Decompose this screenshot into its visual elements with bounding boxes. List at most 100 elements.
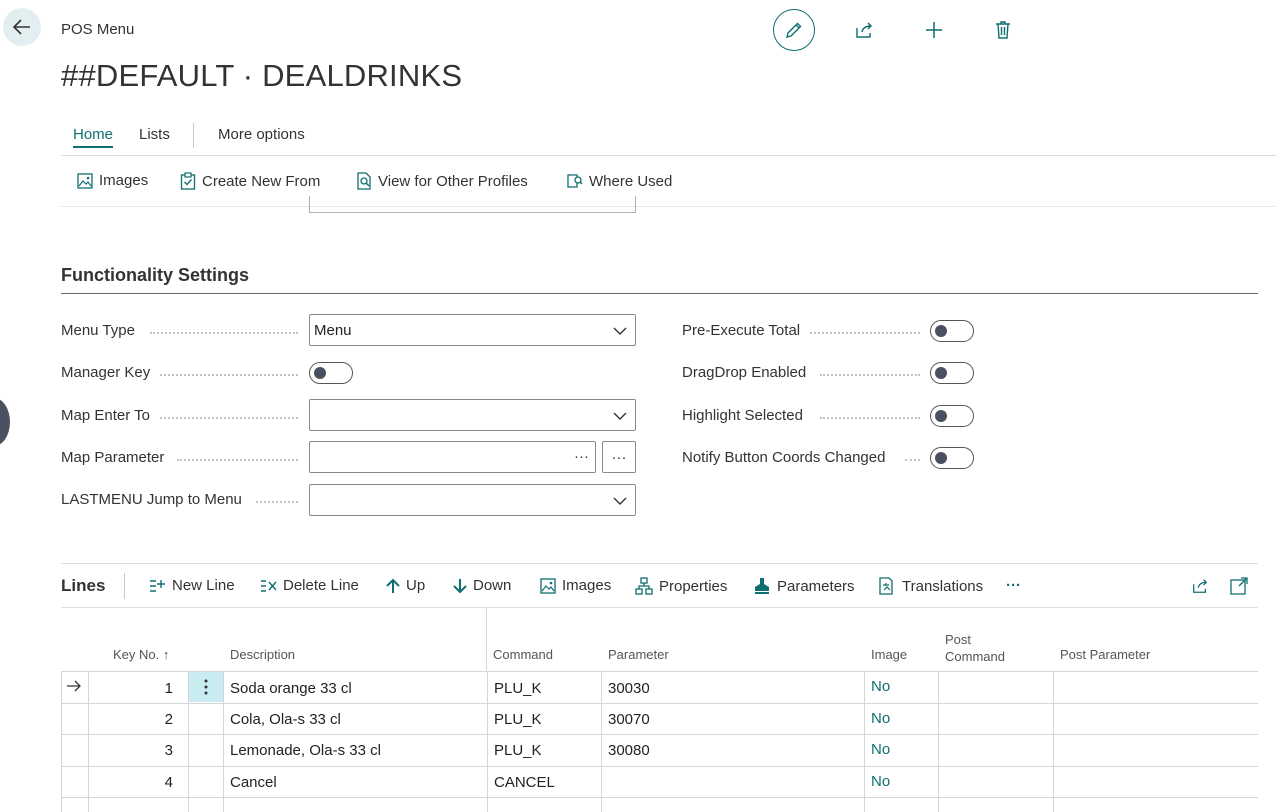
map-enter-to-select[interactable] [309, 399, 636, 431]
parameters-action[interactable]: Parameters [753, 577, 855, 595]
arrow-up-icon [386, 578, 400, 593]
delete-line-icon [261, 579, 277, 592]
highlight-selected-label: Highlight Selected [682, 407, 803, 424]
partial-field-above[interactable] [309, 196, 636, 213]
row-parameter[interactable]: 30080 [608, 742, 650, 759]
row-parameter[interactable]: 30030 [608, 680, 650, 697]
manager-key-label: Manager Key [61, 364, 151, 381]
col-post-parameter[interactable]: Post Parameter [1060, 647, 1151, 662]
view-other-profiles-action[interactable]: View for Other Profiles [356, 172, 528, 190]
sort-ascending-icon: ↑ [162, 647, 170, 662]
lastmenu-jump-leader [256, 501, 298, 503]
delete-button[interactable] [985, 12, 1021, 48]
row-actions-button[interactable] [189, 672, 223, 702]
map-parameter-inline-lookup[interactable]: ··· [574, 448, 589, 465]
row-key-no[interactable]: 3 [164, 742, 173, 759]
section-title: Functionality Settings [61, 265, 250, 285]
row-key-no[interactable]: 2 [164, 711, 173, 728]
lines-expand-button[interactable] [1230, 577, 1248, 600]
lastmenu-jump-label: LASTMENU Jump to Menu [61, 491, 242, 508]
section-divider [61, 293, 1258, 294]
properties-action[interactable]: Properties [635, 577, 727, 595]
col-post-command[interactable]: Post Command [945, 631, 1005, 665]
lastmenu-jump-select[interactable] [309, 484, 636, 516]
arrow-right-icon [67, 680, 81, 692]
view-other-profiles-label: View for Other Profiles [378, 172, 528, 190]
col-key-no[interactable]: Key No. ↑ [113, 647, 169, 662]
lines-toolbar-divider [61, 607, 1258, 608]
row-description[interactable]: Soda orange 33 cl [230, 680, 352, 697]
back-button[interactable] [3, 8, 41, 46]
side-panel-handle[interactable] [0, 398, 10, 446]
row-image-link[interactable]: No [871, 741, 891, 758]
row-command[interactable]: PLU_K [494, 680, 542, 697]
col-description[interactable]: Description [230, 647, 296, 662]
row-parameter[interactable]: 30070 [608, 711, 650, 728]
plus-icon [926, 22, 942, 38]
document-search-icon [357, 172, 371, 190]
col-key-no-label: Key No. [113, 647, 160, 662]
map-parameter-input[interactable]: ··· [309, 441, 596, 473]
row-command[interactable]: CANCEL [494, 774, 555, 791]
pre-execute-total-leader [810, 332, 920, 334]
row-command[interactable]: PLU_K [494, 742, 542, 759]
move-up-action[interactable]: Up [386, 577, 425, 594]
tab-home[interactable]: Home [73, 126, 114, 148]
clipboard-check-icon [180, 172, 196, 190]
row-key-no[interactable]: 4 [164, 774, 173, 791]
pre-execute-total-label: Pre-Execute Total [682, 322, 801, 339]
stamp-icon [755, 578, 769, 594]
lines-share-button[interactable] [1190, 577, 1210, 600]
menu-type-select[interactable]: Menu [309, 314, 636, 346]
share-icon [856, 22, 872, 38]
col-command[interactable]: Command [493, 647, 553, 662]
grid-line [61, 671, 62, 812]
images-action[interactable]: Images [77, 172, 148, 189]
grid-line [61, 703, 1258, 704]
pre-execute-total-toggle[interactable] [930, 320, 974, 342]
grid-line [601, 671, 602, 812]
delete-line-label: Delete Line [283, 577, 359, 594]
manager-key-toggle[interactable] [309, 362, 353, 384]
lines-more-button[interactable]: ··· [1006, 577, 1021, 594]
share-icon [1193, 579, 1208, 593]
notify-button-coords-toggle[interactable] [930, 447, 974, 469]
translate-icon [879, 577, 893, 595]
new-line-action[interactable]: New Line [148, 577, 235, 594]
new-button[interactable] [916, 12, 952, 48]
grid-line [487, 671, 488, 812]
row-image-link[interactable]: No [871, 678, 891, 695]
menu-type-value: Menu [314, 321, 352, 339]
grid-line [1053, 671, 1054, 812]
highlight-selected-toggle[interactable] [930, 405, 974, 427]
edit-button[interactable] [773, 9, 815, 51]
delete-line-action[interactable]: Delete Line [259, 577, 359, 594]
row-image-link[interactable]: No [871, 710, 891, 727]
chevron-down-icon [613, 412, 627, 420]
dragdrop-enabled-toggle[interactable] [930, 362, 974, 384]
share-button[interactable] [846, 12, 882, 48]
create-new-from-label: Create New From [202, 172, 321, 190]
col-image[interactable]: Image [871, 647, 908, 662]
lines-images-action[interactable]: Images [540, 577, 611, 594]
tab-lists[interactable]: Lists [139, 126, 170, 143]
map-parameter-assist-button[interactable]: ··· [602, 441, 636, 473]
col-parameter[interactable]: Parameter [608, 647, 669, 662]
tab-more-options[interactable]: More options [218, 126, 305, 143]
chevron-down-icon [613, 497, 627, 505]
row-command[interactable]: PLU_K [494, 711, 542, 728]
row-image-link[interactable]: No [871, 773, 891, 790]
create-new-from-action[interactable]: Create New From [180, 172, 320, 190]
translations-action[interactable]: Translations [878, 577, 983, 595]
tab-separator [193, 123, 194, 148]
grid-line [88, 671, 89, 812]
move-down-action[interactable]: Down [453, 577, 511, 594]
row-description[interactable]: Cancel [230, 774, 277, 791]
highlight-selected-leader [820, 417, 920, 419]
row-description[interactable]: Lemonade, Ola-s 33 cl [230, 742, 381, 759]
pencil-icon [786, 22, 802, 38]
where-used-action[interactable]: Where Used [565, 172, 672, 190]
row-key-no[interactable]: 1 [164, 680, 173, 697]
grid-line [188, 671, 189, 812]
row-description[interactable]: Cola, Ola-s 33 cl [230, 711, 341, 728]
